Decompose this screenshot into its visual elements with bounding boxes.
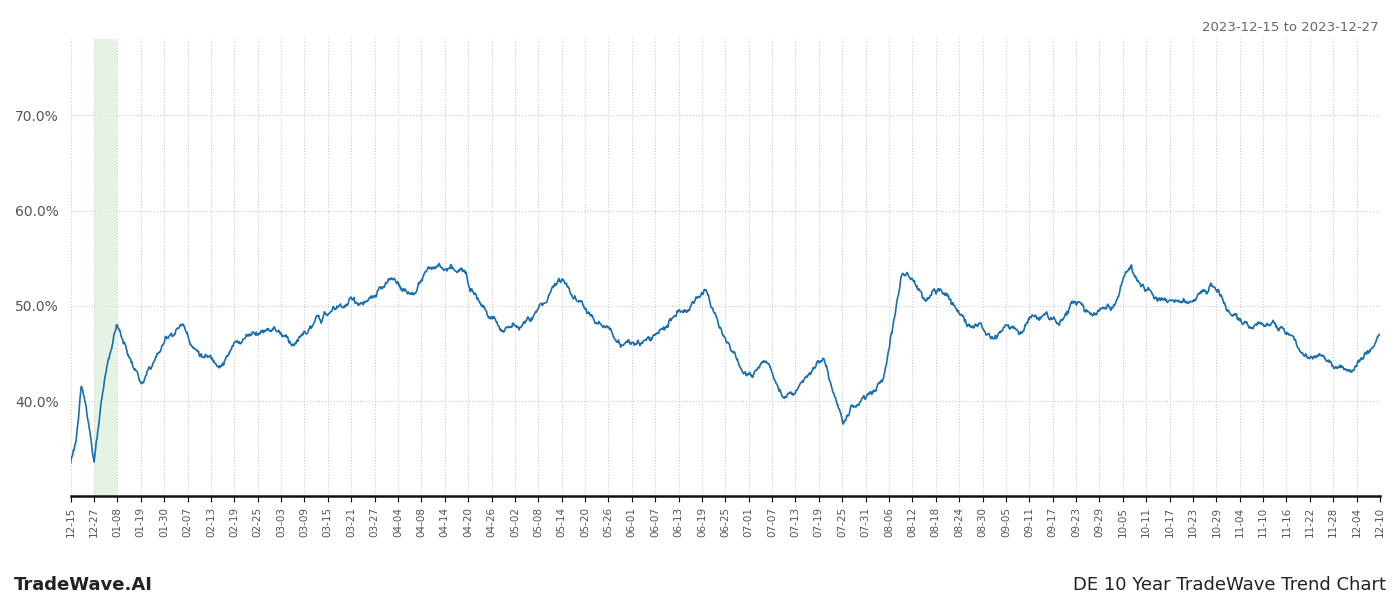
Text: 2023-12-15 to 2023-12-27: 2023-12-15 to 2023-12-27 <box>1203 21 1379 34</box>
Bar <box>94 39 118 496</box>
Text: TradeWave.AI: TradeWave.AI <box>14 576 153 594</box>
Text: DE 10 Year TradeWave Trend Chart: DE 10 Year TradeWave Trend Chart <box>1072 576 1386 594</box>
